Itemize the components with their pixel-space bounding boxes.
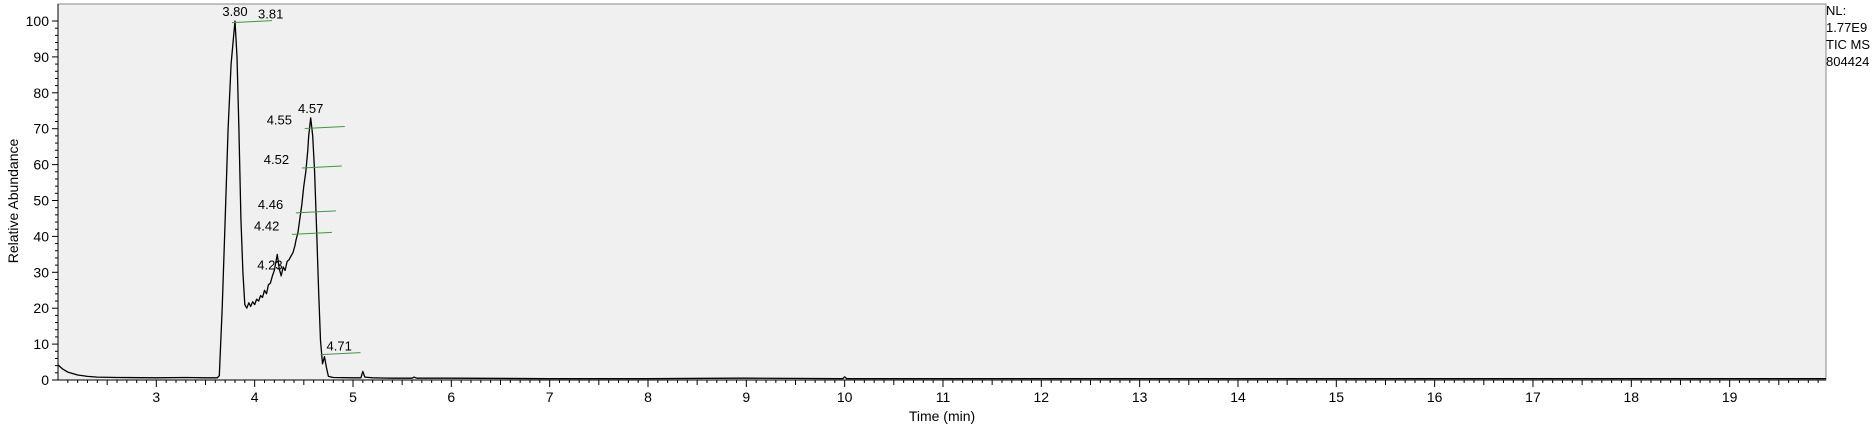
y-tick-label: 90 [33,49,49,65]
nl-value: 1.77E9 [1826,20,1868,35]
peak-marker [304,125,345,129]
x-tick-label: 5 [349,389,357,405]
x-tick-label: 19 [1722,389,1738,405]
y-tick-label: 10 [33,336,49,352]
peak-label: 4.52 [264,152,289,167]
peak-label: 4.23 [257,257,282,272]
x-tick-label: 9 [742,389,750,405]
peak-marker [301,165,342,169]
trace-layer [57,20,1826,380]
peak-marker [291,231,332,235]
x-tick-label: 14 [1230,389,1246,405]
x-tick-label: 11 [936,389,951,405]
peak-marker [231,20,273,24]
plot-area [57,3,1827,381]
x-tick-label: 4 [251,389,259,405]
peak-label: 4.57 [298,101,323,116]
file-id: 804424 [1826,54,1870,69]
x-tick-label: 8 [644,389,652,405]
peak-label: 4.46 [258,197,283,212]
x-tick-label: 15 [1329,389,1345,405]
y-tick-label: 20 [33,300,49,316]
x-tick-label: 16 [1427,389,1443,405]
scan-type: TIC MS [1826,37,1871,52]
y-tick-label: 0 [41,372,49,388]
peak-label: 4.42 [254,218,279,233]
y-tick-label: 60 [33,157,49,173]
y-tick-label: 50 [33,193,49,209]
peak-marker [295,210,336,214]
y-tick-label: 40 [33,228,49,244]
peak-marker [320,352,361,356]
y-tick-label: 80 [33,85,49,101]
y-tick-label: 30 [33,264,49,280]
peak-label: 4.55 [267,113,292,128]
x-tick-label: 7 [546,389,554,405]
peak-label: 4.71 [327,339,352,354]
y-axis-title: Relative Abundance [5,139,21,264]
tic-trace [57,20,1826,380]
x-tick-label: 10 [837,389,853,405]
scan-info-panel: NL: 1.77E9 TIC MS 804424 [1826,2,1870,70]
x-tick-label: 17 [1525,389,1541,405]
axes: 3 4 5 6 7 8 9 10 11 12 13 14 15 16 17 18 19 0 10 20 30 40 50 60… [26,4,1826,405]
peak-label: 3.80 [222,4,247,19]
nl-label: NL: [1826,3,1847,18]
x-tick-label: 13 [1132,389,1148,405]
x-axis-title: Time (min) [909,408,975,424]
y-tick-label: 70 [33,121,49,137]
x-tick-label: 6 [447,389,455,405]
x-tick-label: 12 [1034,389,1050,405]
x-tick-label: 18 [1624,389,1640,405]
x-tick-label: 3 [152,389,160,405]
peak-label: 3.81 [258,7,283,22]
y-tick-label: 100 [26,13,50,29]
peak-labels: 3.80 3.81 4.57 4.55 4.52 4.46 4.42 4.23 4.71 [222,4,361,356]
